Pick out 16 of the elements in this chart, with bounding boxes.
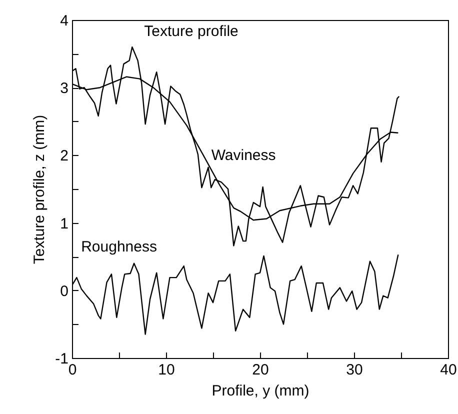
series-label: Roughness <box>81 238 157 256</box>
x-tick-label: 30 <box>346 362 363 378</box>
y-tick-label: 3 <box>60 80 68 98</box>
x-tick-label: 20 <box>252 362 269 378</box>
x-tick-label: 40 <box>440 362 457 378</box>
x-axis-title: Profile, y (mm) <box>212 382 310 400</box>
y-tick-label: -1 <box>55 350 68 368</box>
series-label: Texture profile <box>144 23 238 40</box>
y-axis-title: Texture profile, z (mm) <box>31 114 48 264</box>
y-tick-label: 2 <box>60 148 68 165</box>
y-tick-label: 1 <box>60 215 68 232</box>
line-series <box>72 254 399 335</box>
y-tick-label: 4 <box>60 12 68 30</box>
x-tick-label: 10 <box>158 362 175 378</box>
series-label: Waviness <box>211 147 276 164</box>
y-tick-label: 0 <box>60 282 68 300</box>
